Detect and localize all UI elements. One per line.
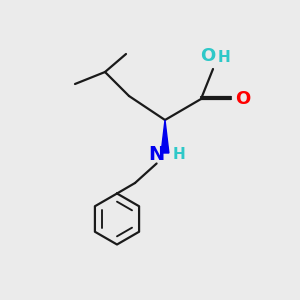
Text: O: O bbox=[236, 90, 251, 108]
Polygon shape bbox=[161, 120, 169, 153]
Text: H: H bbox=[172, 147, 185, 162]
Text: O: O bbox=[200, 47, 215, 65]
Text: N: N bbox=[148, 145, 165, 164]
Text: H: H bbox=[218, 50, 231, 65]
